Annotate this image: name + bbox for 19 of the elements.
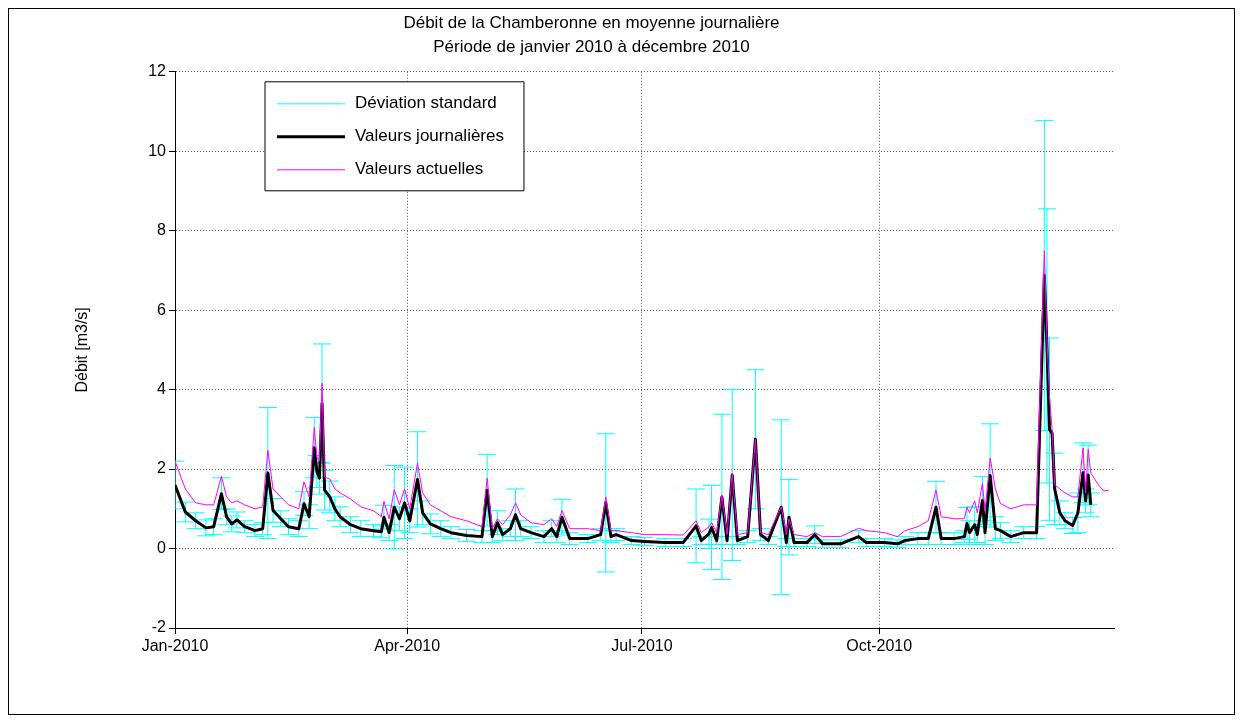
y-tick-label: 0: [157, 538, 167, 556]
point: [606, 528, 626, 542]
y-tick-label: 10: [148, 141, 167, 159]
y-tick-label: 4: [157, 380, 167, 398]
y-tick-label: 12: [148, 62, 167, 80]
y-tick-label: 8: [157, 221, 167, 239]
legend-label: Valeurs actuelles: [355, 159, 484, 179]
y-axis-title: Débit [m3/s]: [73, 307, 91, 393]
y-tick-label: 6: [157, 300, 167, 318]
chart-subtitle: Période de janvier 2010 à décembre 2010: [433, 37, 750, 57]
y-tick-label: -2: [151, 618, 167, 636]
y-tick-label: 2: [157, 459, 167, 477]
chart-title: Débit de la Chamberonne en moyenne journalière: [403, 12, 780, 32]
x-tick-label: Jan-2010: [141, 637, 209, 655]
x-tick-label: Oct-2010: [846, 637, 913, 655]
x-tick-label: Jul-2010: [611, 637, 673, 655]
x-tick-label: Apr-2010: [374, 637, 441, 655]
legend-label: Valeurs journalières: [355, 126, 504, 146]
legend-label: Déviation standard: [355, 93, 497, 113]
